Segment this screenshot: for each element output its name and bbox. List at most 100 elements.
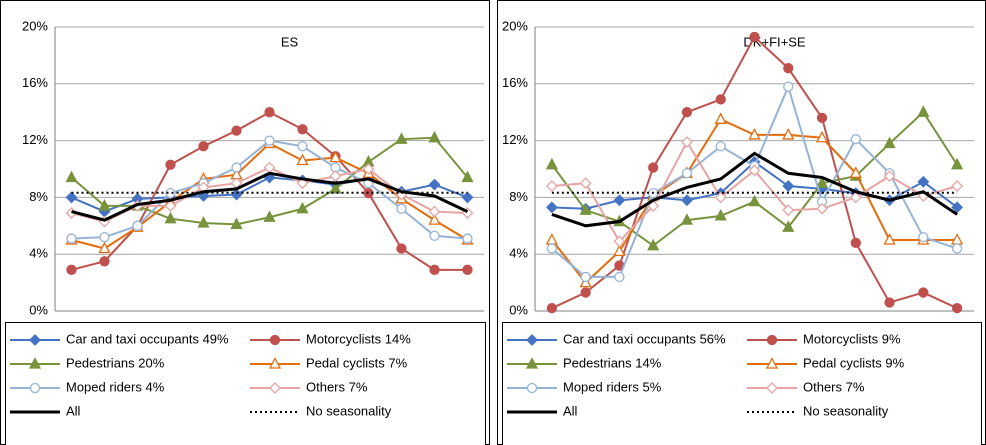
- data-marker: [362, 163, 375, 175]
- data-marker: [66, 233, 77, 244]
- legend-marker: [269, 382, 281, 394]
- data-marker: [263, 161, 276, 174]
- data-marker: [545, 180, 558, 192]
- legend-label: Car and taxi occupants 49%: [66, 331, 229, 346]
- y-tick-label: 12%: [22, 132, 48, 147]
- data-marker: [264, 135, 275, 146]
- data-marker: [98, 199, 111, 211]
- data-marker: [850, 134, 861, 145]
- legend-label: No seasonality: [306, 403, 392, 418]
- data-marker: [614, 271, 625, 283]
- data-marker: [132, 220, 143, 231]
- data-marker: [230, 217, 243, 230]
- legend-label: Pedal cyclists 7%: [306, 355, 408, 370]
- data-marker: [816, 112, 828, 124]
- data-marker: [395, 132, 408, 144]
- data-marker: [461, 170, 474, 183]
- data-marker: [918, 232, 929, 243]
- y-tick-label: 16%: [502, 75, 528, 90]
- data-marker: [297, 141, 308, 152]
- data-marker: [782, 204, 795, 217]
- legend-marker: [268, 357, 282, 369]
- data-marker: [883, 170, 896, 183]
- data-marker: [66, 264, 77, 275]
- data-marker: [782, 220, 795, 232]
- data-marker: [461, 191, 474, 204]
- data-marker: [815, 176, 829, 188]
- data-marker: [714, 112, 727, 124]
- legend-label: Motorcyclists 9%: [803, 331, 901, 346]
- data-marker: [917, 175, 930, 188]
- data-marker: [748, 164, 761, 177]
- data-marker: [99, 256, 110, 267]
- data-marker: [545, 157, 558, 170]
- legend-frame: [5, 322, 486, 445]
- series-line: [551, 83, 958, 278]
- data-marker: [748, 194, 761, 207]
- chart-title: ES: [281, 34, 299, 49]
- y-tick-label: 0%: [509, 302, 528, 317]
- legend-marker: [526, 382, 538, 394]
- legend-frame: [502, 322, 982, 445]
- data-marker: [65, 191, 78, 204]
- y-tick-label: 20%: [502, 18, 528, 33]
- data-marker: [714, 191, 727, 204]
- legend-marker: [29, 334, 41, 346]
- data-marker: [849, 191, 862, 204]
- data-marker: [749, 31, 760, 43]
- data-marker: [296, 201, 309, 214]
- data-marker: [580, 271, 591, 283]
- data-marker: [545, 233, 558, 245]
- data-marker: [98, 241, 111, 254]
- data-marker: [681, 194, 693, 207]
- data-marker: [165, 159, 176, 170]
- legend-label: Pedestrians 20%: [66, 355, 165, 370]
- data-marker: [918, 287, 929, 298]
- data-marker: [883, 233, 896, 245]
- data-marker: [917, 105, 930, 117]
- data-marker: [546, 243, 558, 254]
- data-marker: [231, 162, 242, 173]
- data-marker: [198, 141, 209, 152]
- data-marker: [951, 201, 964, 214]
- y-tick-label: 4%: [509, 246, 528, 261]
- y-tick-label: 8%: [29, 189, 48, 204]
- legend-label: Pedal cyclists 9%: [803, 355, 905, 370]
- data-marker: [296, 153, 309, 166]
- data-marker: [65, 170, 78, 183]
- data-marker: [428, 130, 441, 143]
- data-marker: [396, 203, 407, 214]
- data-marker: [782, 180, 795, 192]
- y-tick-label: 8%: [509, 189, 528, 204]
- y-tick-label: 20%: [22, 18, 48, 33]
- legend-label: Car and taxi occupants 56%: [563, 331, 726, 346]
- data-marker: [714, 208, 727, 221]
- data-marker: [231, 125, 242, 136]
- data-marker: [815, 130, 829, 143]
- legend-marker: [766, 334, 778, 346]
- data-marker: [230, 188, 243, 201]
- data-marker: [681, 168, 693, 179]
- data-marker: [428, 205, 441, 218]
- y-tick-label: 0%: [29, 302, 48, 317]
- legend-label: Pedestrians 14%: [563, 355, 662, 370]
- data-marker: [715, 94, 726, 105]
- data-marker: [428, 178, 441, 191]
- data-marker: [648, 162, 659, 173]
- data-marker: [782, 128, 795, 140]
- legend-label: Others 7%: [803, 379, 865, 394]
- data-marker: [329, 170, 342, 183]
- data-marker: [165, 187, 176, 199]
- data-marker: [429, 264, 440, 275]
- data-marker: [329, 181, 342, 194]
- data-marker: [462, 264, 473, 275]
- data-marker: [613, 235, 626, 248]
- data-marker: [883, 136, 896, 149]
- data-marker: [462, 233, 473, 244]
- data-marker: [681, 136, 693, 148]
- data-marker: [647, 200, 660, 212]
- data-marker: [951, 303, 963, 314]
- data-marker: [580, 287, 591, 298]
- data-marker: [647, 238, 660, 251]
